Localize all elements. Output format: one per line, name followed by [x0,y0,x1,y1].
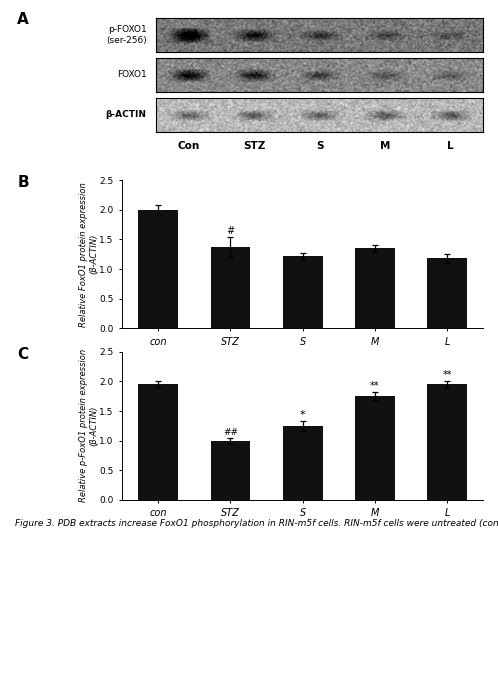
Text: C: C [17,347,28,362]
Text: B: B [17,175,29,190]
Text: L: L [447,141,454,151]
Text: FOXO1: FOXO1 [117,70,146,79]
Text: A: A [17,12,29,26]
Text: β-ACTIN: β-ACTIN [106,110,146,119]
Text: Con: Con [178,141,200,151]
Text: M: M [380,141,390,151]
Text: S: S [316,141,324,151]
Text: p-FOXO1
(ser-256): p-FOXO1 (ser-256) [106,25,146,45]
Text: Figure 3. PDB extracts increase FoxO1 phosphorylation in RIN-m5f cells. RIN-m5f : Figure 3. PDB extracts increase FoxO1 ph… [15,519,498,528]
Text: STZ: STZ [243,141,265,151]
